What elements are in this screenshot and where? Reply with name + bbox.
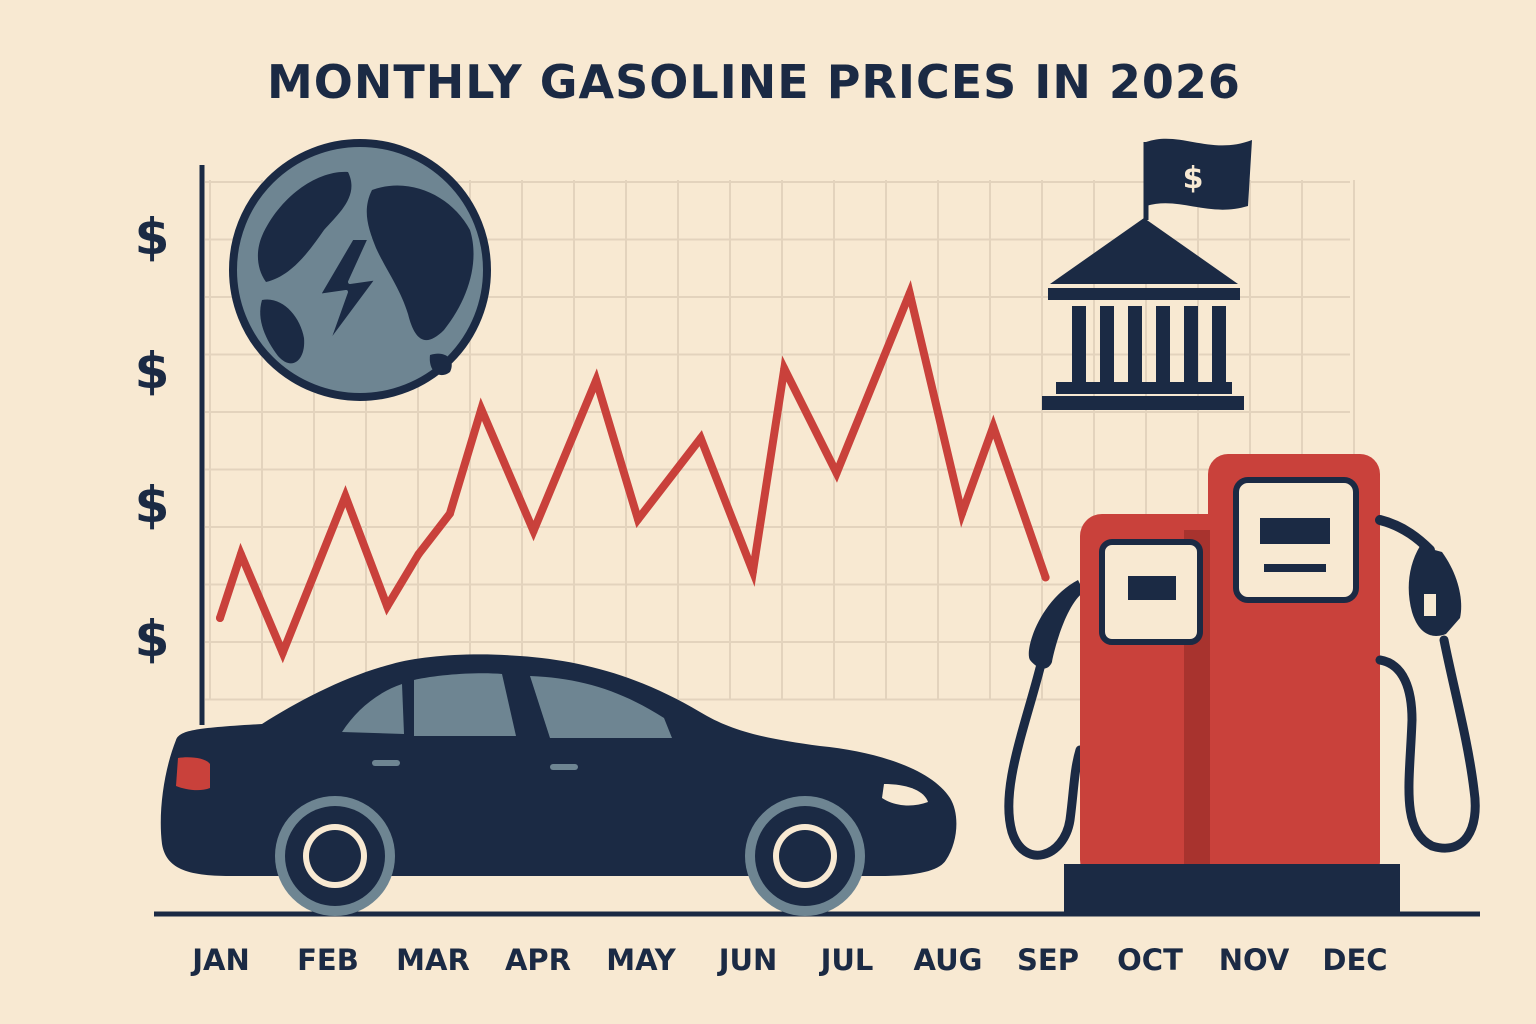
data-point (832, 469, 841, 477)
price-series-points (216, 289, 1050, 657)
chart-title: MONTHLY GASOLINE PRICES IN 2026 (267, 55, 1241, 109)
data-point (341, 492, 350, 501)
bank-with-dollar-flag-icon: $ (1042, 138, 1252, 410)
data-point (383, 602, 392, 611)
gas-pump-icon (1004, 454, 1480, 914)
data-point (780, 364, 789, 373)
data-point (989, 422, 998, 431)
y-tick-labels: $ $ $ $ (135, 208, 170, 668)
y-tick-label: $ (135, 208, 170, 266)
data-point (634, 515, 642, 524)
data-point (748, 567, 757, 576)
data-point (957, 509, 966, 518)
x-tick-label: DEC (1322, 943, 1387, 977)
sedan-car-icon (160, 654, 957, 916)
x-tick-label: JUL (819, 943, 874, 977)
x-tick-label: OCT (1117, 943, 1183, 977)
data-point (216, 614, 224, 622)
data-point (278, 648, 287, 657)
data-point (236, 550, 245, 559)
x-tick-labels: JAN FEB MAR APR MAY JUN JUL AUG SEP OCT NOV DEC (190, 943, 1387, 977)
x-tick-label: AUG (914, 943, 983, 977)
x-tick-label: JAN (190, 943, 250, 977)
flag-dollar-sign: $ (1183, 161, 1204, 196)
data-point (905, 289, 914, 298)
data-point (592, 376, 601, 385)
data-point (477, 405, 486, 414)
x-tick-label: APR (505, 943, 571, 977)
y-tick-label: $ (135, 476, 170, 534)
data-point (1041, 573, 1050, 582)
x-tick-label: MAY (606, 943, 677, 977)
data-point (529, 527, 538, 535)
data-point (696, 434, 705, 443)
y-tick-label: $ (135, 610, 170, 668)
x-tick-label: FEB (297, 943, 359, 977)
data-point (414, 550, 423, 559)
data-point (445, 509, 454, 518)
y-tick-label: $ (135, 342, 170, 400)
x-tick-label: MAR (396, 943, 470, 977)
globe-with-lightning-icon (229, 139, 491, 401)
x-tick-label: NOV (1219, 943, 1290, 977)
x-tick-label: JUN (717, 943, 778, 977)
x-tick-label: SEP (1017, 943, 1079, 977)
